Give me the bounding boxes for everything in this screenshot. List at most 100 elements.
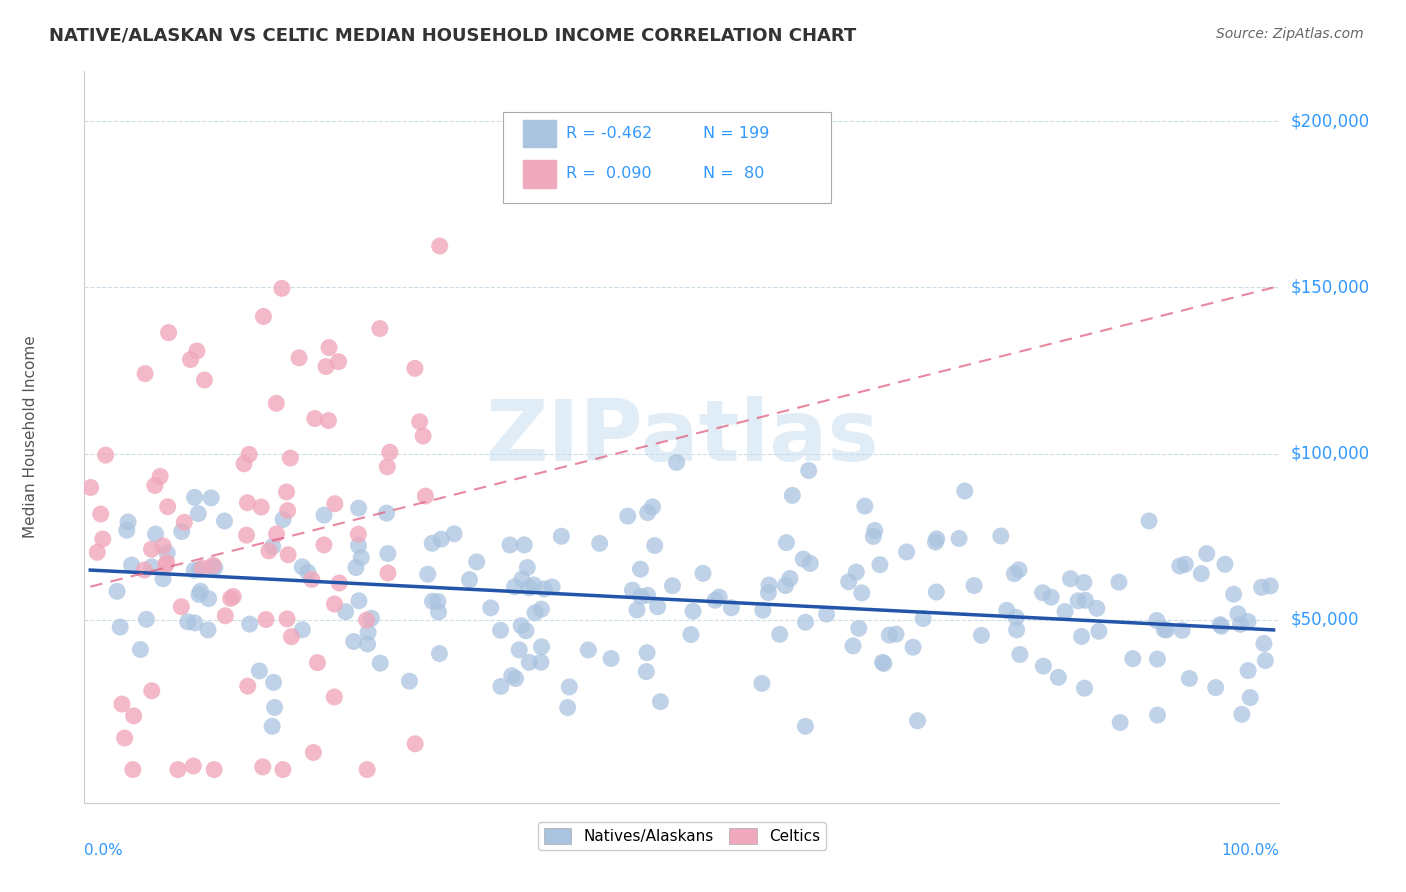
Point <box>156 556 179 570</box>
Point <box>277 503 299 517</box>
Text: Source: ZipAtlas.com: Source: ZipAtlas.com <box>1216 27 1364 41</box>
Point <box>280 630 302 644</box>
Point <box>179 352 201 367</box>
Point <box>1229 617 1251 632</box>
Point <box>704 593 727 607</box>
Point <box>276 612 298 626</box>
Point <box>756 585 779 599</box>
Point <box>873 657 896 671</box>
Point <box>842 639 865 653</box>
Point <box>430 532 453 546</box>
Point <box>501 669 523 683</box>
Point <box>794 615 817 630</box>
Point <box>335 605 357 619</box>
Point <box>650 695 672 709</box>
Point <box>1040 590 1063 604</box>
Point <box>404 737 426 751</box>
Point <box>1005 623 1028 637</box>
Text: $200,000: $200,000 <box>1291 112 1369 130</box>
Legend: Natives/Alaskans, Celtics: Natives/Alaskans, Celtics <box>537 822 827 850</box>
Point <box>167 763 190 777</box>
Point <box>156 500 179 514</box>
Point <box>600 651 623 665</box>
Point <box>214 514 236 528</box>
Point <box>356 763 378 777</box>
Point <box>1108 575 1130 590</box>
Point <box>288 351 311 365</box>
Point <box>90 507 112 521</box>
Point <box>145 527 167 541</box>
Point <box>513 538 536 552</box>
Point <box>152 539 174 553</box>
Point <box>901 640 924 655</box>
Point <box>1211 619 1233 633</box>
Point <box>503 580 526 594</box>
Bar <box>523 160 557 187</box>
Point <box>779 572 801 586</box>
Point <box>550 529 572 543</box>
Point <box>202 559 225 574</box>
Point <box>188 562 211 576</box>
Point <box>262 540 284 554</box>
Point <box>276 485 298 500</box>
Point <box>271 763 294 777</box>
Point <box>1174 558 1197 572</box>
Point <box>1005 610 1028 624</box>
Point <box>191 561 214 575</box>
Point <box>157 326 180 340</box>
Text: Median Household Income: Median Household Income <box>22 335 38 539</box>
Point <box>429 647 451 661</box>
Point <box>183 491 205 505</box>
Point <box>489 624 512 638</box>
Text: $150,000: $150,000 <box>1291 278 1369 296</box>
Text: $100,000: $100,000 <box>1291 445 1369 463</box>
Point <box>626 603 648 617</box>
Point <box>616 509 638 524</box>
Point <box>963 578 986 592</box>
Point <box>679 627 702 641</box>
Point <box>1073 575 1095 590</box>
Point <box>117 515 139 529</box>
Point <box>636 646 658 660</box>
Point <box>1156 623 1178 637</box>
Point <box>775 578 797 592</box>
Point <box>79 480 101 494</box>
Point <box>263 675 285 690</box>
Point <box>641 500 664 514</box>
Text: 0.0%: 0.0% <box>84 843 124 858</box>
Point <box>297 566 319 580</box>
Point <box>155 558 177 572</box>
Point <box>420 536 443 550</box>
Point <box>1213 558 1236 572</box>
Point <box>197 623 219 637</box>
Point <box>912 611 935 625</box>
Point <box>516 560 538 574</box>
Point <box>524 606 547 620</box>
Point <box>378 445 401 459</box>
Point <box>1070 629 1092 643</box>
Point <box>792 552 814 566</box>
Point <box>343 634 366 648</box>
Point <box>277 548 299 562</box>
Point <box>443 526 465 541</box>
Point <box>907 714 929 728</box>
Point <box>1230 707 1253 722</box>
Point <box>1146 614 1168 628</box>
Point <box>815 607 838 621</box>
Point <box>181 759 204 773</box>
Point <box>312 538 335 552</box>
Point <box>323 497 346 511</box>
Point <box>427 605 450 619</box>
Point <box>252 310 274 324</box>
Point <box>948 532 970 546</box>
Point <box>254 612 277 626</box>
Point <box>190 584 212 599</box>
Point <box>141 683 163 698</box>
Point <box>1171 624 1194 638</box>
Point <box>523 578 546 592</box>
Point <box>665 455 688 469</box>
Point <box>621 583 644 598</box>
Point <box>838 574 860 589</box>
Point <box>637 588 659 602</box>
Point <box>863 524 886 538</box>
